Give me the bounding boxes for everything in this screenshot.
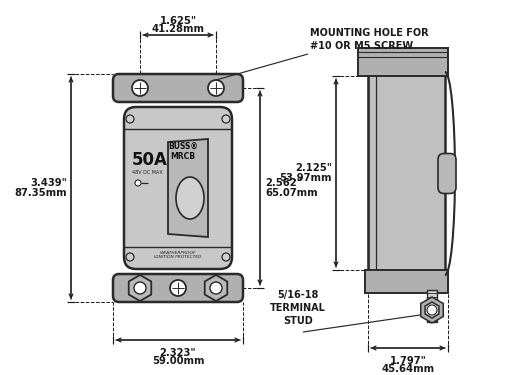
- Text: 2.125": 2.125": [294, 163, 331, 173]
- Circle shape: [126, 115, 134, 123]
- Text: WEATHERPROOF
IGNITION PROTECTED: WEATHERPROOF IGNITION PROTECTED: [154, 251, 201, 259]
- Text: 48V DC MAX: 48V DC MAX: [132, 171, 162, 176]
- Text: 2.562": 2.562": [265, 178, 301, 188]
- Circle shape: [221, 115, 230, 123]
- Polygon shape: [367, 62, 444, 285]
- Text: 1.797": 1.797": [389, 356, 426, 366]
- Polygon shape: [420, 297, 442, 323]
- Circle shape: [169, 280, 186, 296]
- Text: BUSS®
MRCB: BUSS® MRCB: [168, 142, 197, 161]
- Text: 5/16-18
TERMINAL
STUD: 5/16-18 TERMINAL STUD: [270, 290, 325, 326]
- Circle shape: [208, 80, 223, 96]
- FancyBboxPatch shape: [113, 74, 242, 102]
- Text: 41.28mm: 41.28mm: [151, 24, 204, 34]
- Text: 87.35mm: 87.35mm: [14, 188, 67, 198]
- Text: 45.64mm: 45.64mm: [381, 364, 434, 374]
- Circle shape: [126, 253, 134, 261]
- Text: 1.625": 1.625": [159, 16, 196, 26]
- Circle shape: [426, 305, 436, 315]
- Ellipse shape: [176, 177, 204, 219]
- Circle shape: [134, 282, 146, 294]
- Text: 59.00mm: 59.00mm: [152, 356, 204, 366]
- Circle shape: [221, 253, 230, 261]
- Polygon shape: [204, 275, 227, 301]
- Text: 50A: 50A: [132, 151, 167, 169]
- Text: MOUNTING HOLE FOR
#10 OR M5 SCREW: MOUNTING HOLE FOR #10 OR M5 SCREW: [309, 28, 428, 51]
- FancyBboxPatch shape: [113, 274, 242, 302]
- Circle shape: [135, 180, 140, 186]
- Circle shape: [210, 282, 221, 294]
- Text: 65.07mm: 65.07mm: [265, 188, 317, 198]
- FancyBboxPatch shape: [437, 153, 455, 194]
- Text: 53.97mm: 53.97mm: [279, 173, 331, 183]
- Polygon shape: [167, 139, 208, 237]
- Polygon shape: [128, 275, 151, 301]
- Text: 3.439": 3.439": [30, 178, 67, 188]
- Circle shape: [132, 80, 148, 96]
- Text: 2.323": 2.323": [159, 348, 196, 358]
- FancyBboxPatch shape: [124, 107, 232, 269]
- Polygon shape: [426, 290, 436, 322]
- Polygon shape: [357, 48, 447, 76]
- Polygon shape: [364, 270, 447, 293]
- Polygon shape: [424, 302, 438, 318]
